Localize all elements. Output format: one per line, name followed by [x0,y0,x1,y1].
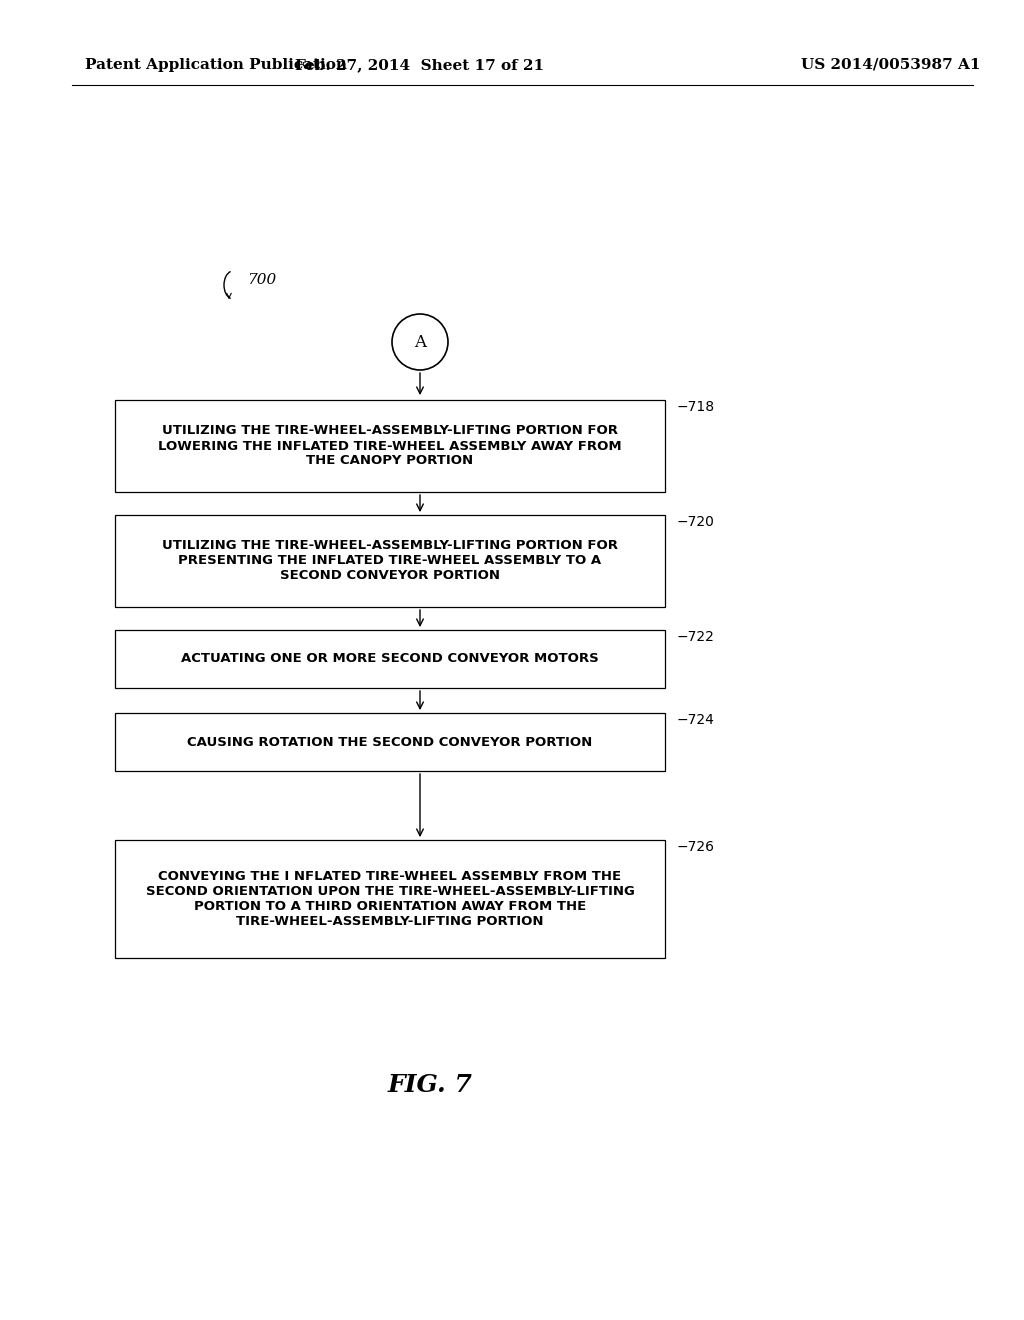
Text: Feb. 27, 2014  Sheet 17 of 21: Feb. 27, 2014 Sheet 17 of 21 [296,58,545,73]
Text: 700: 700 [247,273,276,286]
Text: UTILIZING THE TIRE-WHEEL-ASSEMBLY-LIFTING PORTION FOR
PRESENTING THE INFLATED TI: UTILIZING THE TIRE-WHEEL-ASSEMBLY-LIFTIN… [162,540,618,582]
Text: Patent Application Publication: Patent Application Publication [85,58,347,73]
Text: −724: −724 [677,713,715,727]
Text: −718: −718 [677,400,715,414]
Text: −722: −722 [677,630,715,644]
Text: CAUSING ROTATION THE SECOND CONVEYOR PORTION: CAUSING ROTATION THE SECOND CONVEYOR POR… [187,735,593,748]
Text: UTILIZING THE TIRE-WHEEL-ASSEMBLY-LIFTING PORTION FOR
LOWERING THE INFLATED TIRE: UTILIZING THE TIRE-WHEEL-ASSEMBLY-LIFTIN… [158,425,622,467]
FancyBboxPatch shape [115,840,665,958]
Text: US 2014/0053987 A1: US 2014/0053987 A1 [801,58,980,73]
Text: A: A [414,334,426,351]
Text: CONVEYING THE I NFLATED TIRE-WHEEL ASSEMBLY FROM THE
SECOND ORIENTATION UPON THE: CONVEYING THE I NFLATED TIRE-WHEEL ASSEM… [145,870,635,928]
FancyBboxPatch shape [115,713,665,771]
FancyBboxPatch shape [115,515,665,607]
Text: −720: −720 [677,515,715,529]
FancyBboxPatch shape [115,630,665,688]
Text: FIG. 7: FIG. 7 [387,1073,472,1097]
FancyBboxPatch shape [115,400,665,492]
Text: ACTUATING ONE OR MORE SECOND CONVEYOR MOTORS: ACTUATING ONE OR MORE SECOND CONVEYOR MO… [181,652,599,665]
Text: −726: −726 [677,840,715,854]
